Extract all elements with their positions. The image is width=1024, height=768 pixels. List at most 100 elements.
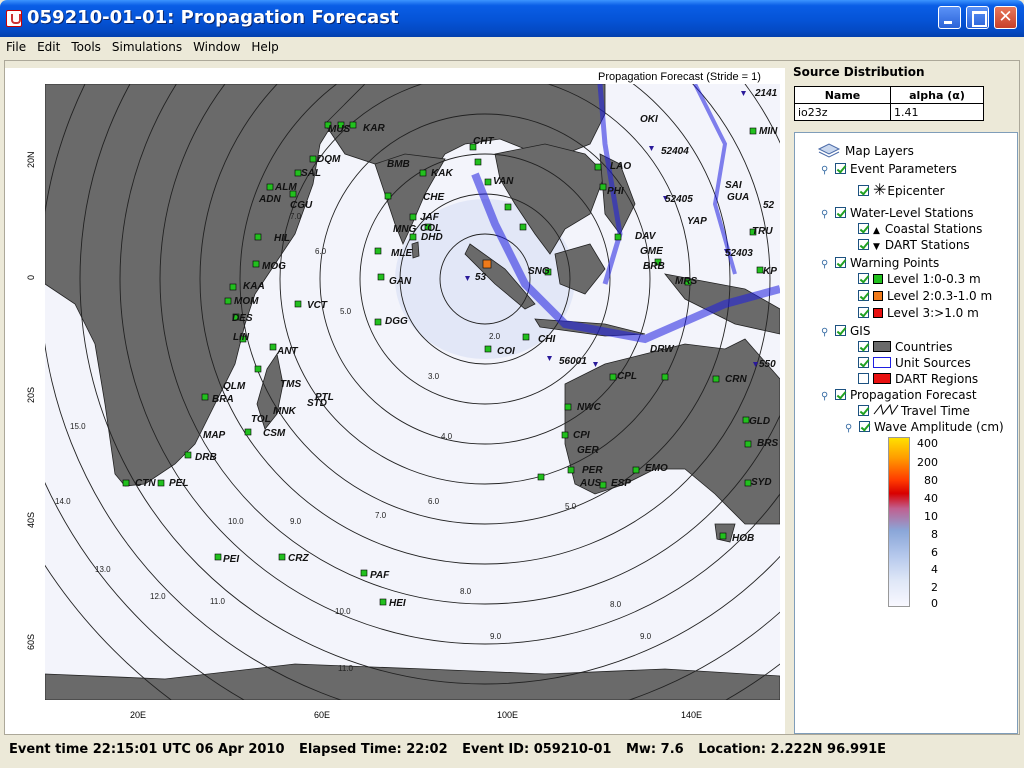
water-level-checkbox[interactable] [835,207,846,218]
layer-unit-sources[interactable]: Unit Sources [858,355,971,371]
source-alpha-cell[interactable]: 1.41 [890,103,984,121]
layer-group-event-parameters[interactable]: ⚲ Event Parameters [821,161,957,177]
epicenter-checkbox[interactable] [858,185,869,196]
title-bar[interactable]: 059210-01-01: Propagation Forecast ✕ [0,0,1024,37]
layer-dart-regions[interactable]: DART Regions [858,371,978,387]
scale-label: 0 [931,597,938,610]
layer-warning-level-2[interactable]: Level 2:0.3-1.0 m [858,288,992,304]
svg-text:BRS: BRS [757,438,778,449]
layer-dart-stations[interactable]: ▼ DART Stations [858,237,970,253]
minimize-button[interactable] [938,6,961,29]
java-app-icon[interactable] [6,10,22,27]
elapsed-time-status: Elapsed Time: 22:02 [299,742,448,757]
countries-label: Countries [895,340,953,354]
svg-text:AUS: AUS [579,478,601,489]
layer-warning-level-1[interactable]: Level 1:0-0.3 m [858,271,981,287]
level-1-checkbox[interactable] [858,273,869,284]
svg-text:MNG: MNG [393,224,417,235]
svg-text:HIL: HIL [274,233,290,244]
dart-stations-checkbox[interactable] [858,239,869,250]
column-header-name[interactable]: Name [794,86,891,104]
svg-text:ANT: ANT [276,346,298,357]
coastal-stations-checkbox[interactable] [858,223,869,234]
layer-group-warning-points[interactable]: ⚲ Warning Points [821,255,939,271]
dart-regions-label: DART Regions [895,372,979,386]
svg-text:CPI: CPI [573,430,590,441]
tree-handle-icon[interactable]: ⚲ [821,259,829,270]
svg-text:EMO: EMO [645,463,668,474]
layer-group-water-level[interactable]: ⚲ Water-Level Stations [821,205,973,221]
menu-help[interactable]: Help [251,40,279,54]
svg-text:13.0: 13.0 [95,565,111,574]
epicenter-icon: ✳ [873,180,887,199]
layer-group-gis[interactable]: ⚲ GIS [821,323,870,339]
close-button[interactable]: ✕ [994,6,1017,29]
layer-wave-amplitude[interactable]: ⚲ Wave Amplitude (cm) [845,419,1004,435]
svg-text:KAK: KAK [431,168,453,179]
svg-text:7.0: 7.0 [290,212,302,221]
svg-text:MNK: MNK [273,406,297,417]
svg-text:LIN: LIN [233,332,250,343]
svg-text:10.0: 10.0 [228,517,244,526]
menu-window[interactable]: Window [193,40,241,54]
source-distribution-table[interactable]: Name alpha (α) io23z 1.41 [794,86,984,121]
tree-handle-icon[interactable]: ⚲ [821,165,829,176]
svg-text:8.0: 8.0 [460,587,472,596]
menu-tools[interactable]: Tools [71,40,101,54]
event-parameters-checkbox[interactable] [835,163,846,174]
tree-handle-icon[interactable]: ⚲ [821,327,829,338]
dart-regions-checkbox[interactable] [858,373,869,384]
layer-travel-time[interactable]: Travel Time [858,403,970,419]
tree-handle-icon[interactable]: ⚲ [821,209,829,220]
svg-text:14.0: 14.0 [55,497,71,506]
table-row[interactable]: io23z 1.41 [794,103,984,121]
tree-handle-icon[interactable]: ⚲ [845,423,853,434]
layers-root[interactable]: Map Layers [817,143,914,159]
unit-sources-checkbox[interactable] [858,357,869,368]
countries-swatch [873,341,891,352]
travel-time-checkbox[interactable] [858,405,869,416]
wave-amplitude-color-scale [888,437,910,607]
svg-text:KAA: KAA [243,281,265,292]
gis-checkbox[interactable] [835,325,846,336]
svg-text:9.0: 9.0 [640,632,652,641]
india-land [374,153,446,246]
menu-simulations[interactable]: Simulations [111,40,183,54]
svg-text:ESP: ESP [611,478,631,489]
tree-handle-icon[interactable]: ⚲ [821,391,829,402]
svg-text:11.0: 11.0 [338,664,354,673]
scale-label: 80 [924,474,938,487]
svg-text:8.0: 8.0 [610,600,622,609]
layer-coastal-stations[interactable]: ▲ Coastal Stations [858,221,982,237]
layer-countries[interactable]: Countries [858,339,953,355]
svg-text:SAL: SAL [301,168,321,179]
triangle-down-icon: ▼ [873,242,880,252]
column-header-alpha[interactable]: alpha (α) [890,86,984,104]
layer-epicenter[interactable]: ✳Epicenter [858,182,945,198]
propagation-forecast-checkbox[interactable] [835,389,846,400]
menu-edit[interactable]: Edit [37,40,61,54]
menu-file[interactable]: File [6,40,27,54]
layer-warning-level-3[interactable]: Level 3:>1.0 m [858,305,979,321]
level-2-swatch [873,291,883,301]
level-3-checkbox[interactable] [858,307,869,318]
warning-points-checkbox[interactable] [835,257,846,268]
map-layers-panel[interactable]: Map Layers ⚲ Event Parameters ✳Epicenter … [794,132,1018,734]
contour-labels: 2.0 3.0 4.0 5.0 6.0 6.0 7.0 7.0 8.0 9.0 9.0 10.0… [55,212,652,673]
svg-text:PEI: PEI [223,554,239,565]
wave-amplitude-checkbox[interactable] [859,421,870,432]
source-name-cell[interactable]: io23z [794,103,891,121]
svg-text:ADN: ADN [258,194,281,205]
borneo-land [554,243,606,295]
layer-group-propagation-forecast[interactable]: ⚲ Propagation Forecast [821,387,977,403]
countries-checkbox[interactable] [858,341,869,352]
svg-text:NWC: NWC [577,402,602,413]
level-2-checkbox[interactable] [858,290,869,301]
svg-text:YAP: YAP [687,216,707,227]
svg-text:CTN: CTN [135,478,156,489]
svg-text:KP: KP [763,266,777,277]
scale-label: 200 [917,456,938,469]
svg-text:COI: COI [497,346,515,357]
maximize-button[interactable] [966,6,989,29]
